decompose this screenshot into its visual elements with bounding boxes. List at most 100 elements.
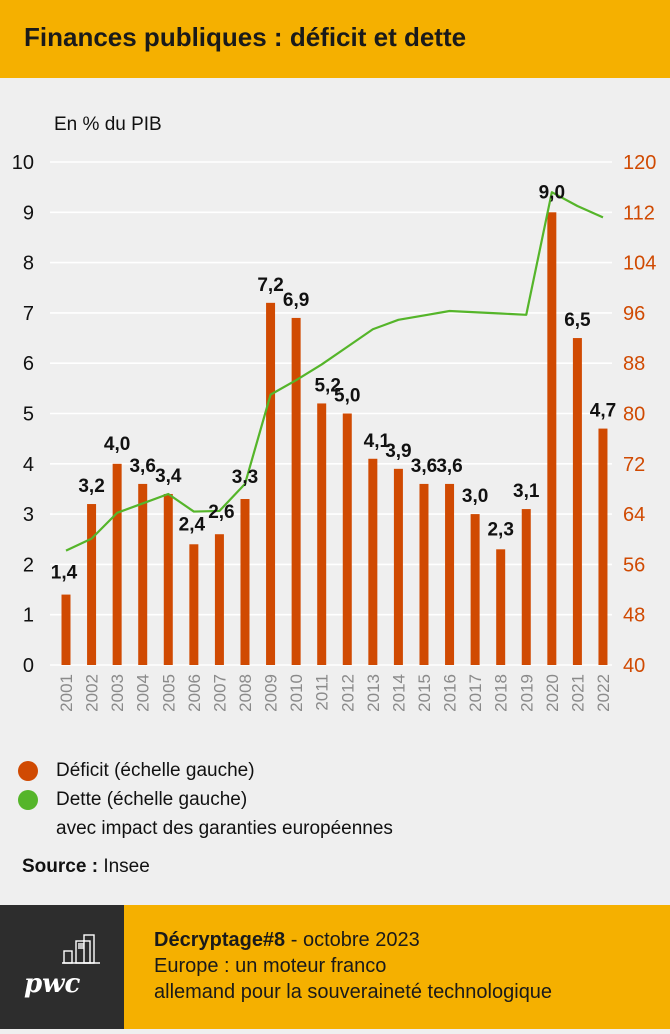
legend-dette-swatch [18, 790, 38, 810]
deficit-bar [291, 317, 301, 665]
x-axis-year-label: 2009 [262, 674, 281, 712]
x-axis-year-label: 2002 [83, 674, 102, 712]
deficit-bar [138, 483, 148, 665]
x-axis-year-label: 2015 [415, 674, 434, 712]
right-axis-tick-label: 120 [623, 152, 656, 174]
deficit-value-label: 3,4 [155, 466, 182, 487]
right-axis-tick-label: 80 [623, 404, 645, 426]
footer-subtitle-line2: allemand pour la souveraineté technologi… [154, 981, 553, 1003]
left-axis-tick-label: 2 [23, 554, 34, 576]
footer-subtitle-line1: Europe : un moteur franco [154, 955, 387, 977]
deficit-value-label: 3,3 [232, 467, 258, 488]
deficit-value-label: 5,0 [334, 386, 360, 407]
deficit-bar [470, 514, 480, 665]
source-line: Source : Insee [22, 856, 150, 878]
deficit-bar [112, 463, 122, 665]
deficit-bar [87, 504, 97, 665]
deficit-bar [240, 499, 250, 665]
left-axis-tick-label: 6 [23, 353, 34, 375]
right-axis-tick-label: 56 [623, 554, 645, 576]
x-axis-year-label: 2006 [185, 674, 204, 712]
chart: En % du PIB01234567891040485664728088961… [12, 114, 657, 712]
deficit-bar [368, 458, 378, 665]
x-axis-year-label: 2003 [108, 674, 127, 712]
deficit-bar [317, 403, 327, 665]
x-axis-year-label: 2014 [389, 674, 408, 712]
legend-deficit-swatch [18, 761, 38, 781]
x-axis-year-label: 2007 [210, 674, 229, 712]
right-axis-tick-label: 96 [623, 303, 645, 325]
deficit-value-label: 6,5 [564, 310, 591, 331]
x-axis-year-label: 2019 [517, 674, 536, 712]
deficit-bar [189, 544, 199, 665]
page-title: Finances publiques : déficit et dette [24, 22, 467, 52]
x-axis-year-label: 2022 [594, 674, 613, 712]
deficit-value-label: 3,6 [436, 456, 462, 477]
left-axis-tick-label: 7 [23, 303, 34, 325]
deficit-bar [445, 483, 455, 665]
deficit-value-label: 3,0 [462, 486, 488, 507]
right-axis-tick-label: 72 [623, 454, 645, 476]
left-axis-tick-label: 3 [23, 504, 34, 526]
dette-line [65, 191, 604, 552]
x-axis-year-label: 2020 [543, 674, 562, 712]
right-axis-tick-label: 88 [623, 353, 645, 375]
deficit-bar [572, 338, 582, 665]
x-axis-year-label: 2004 [134, 674, 153, 712]
chart-unit-label: En % du PIB [54, 114, 162, 135]
deficit-value-label: 3,6 [129, 456, 155, 477]
left-axis-tick-label: 5 [23, 404, 34, 426]
x-axis-year-label: 2012 [338, 674, 357, 712]
deficit-bar [419, 483, 429, 665]
left-axis-tick-label: 8 [23, 253, 34, 275]
deficit-value-label: 3,2 [78, 476, 104, 497]
deficit-bar [393, 468, 403, 665]
deficit-value-label: 3,9 [385, 441, 411, 462]
left-axis-tick-label: 9 [23, 202, 34, 224]
right-axis-tick-label: 104 [623, 253, 656, 275]
right-axis-tick-label: 64 [623, 504, 645, 526]
legend-dette-continuation: avec impact des garanties européennes [56, 818, 393, 839]
deficit-value-label: 2,4 [179, 514, 206, 535]
header-bar: Finances publiques : déficit et dette [0, 0, 670, 78]
deficit-value-label: 1,4 [51, 563, 78, 584]
deficit-value-label: 9,0 [539, 182, 565, 203]
deficit-bar [598, 428, 608, 665]
x-axis-year-label: 2008 [236, 674, 255, 712]
deficit-value-label: 2,6 [208, 502, 234, 523]
x-axis-year-label: 2013 [364, 674, 383, 712]
deficit-value-label: 3,6 [411, 456, 437, 477]
source-value: Insee [103, 856, 150, 877]
deficit-value-label: 5,2 [314, 375, 340, 396]
deficit-bar [496, 549, 506, 665]
deficit-bar [214, 534, 224, 665]
deficit-bar [342, 413, 352, 665]
x-axis-year-label: 2016 [441, 674, 460, 712]
x-axis-year-label: 2010 [287, 674, 306, 712]
deficit-value-label: 7,2 [257, 275, 283, 296]
x-axis-year-label: 2005 [159, 674, 178, 712]
source-label: Source : [22, 856, 99, 877]
deficit-bar [61, 594, 71, 665]
footer-date: - octobre 2023 [285, 929, 420, 951]
footer-info: Décryptage#8 - octobre 2023 Europe : un … [124, 905, 670, 1029]
footer-series-name: Décryptage#8 [154, 929, 286, 951]
x-axis-year-label: 2017 [466, 674, 485, 712]
right-axis-tick-label: 40 [623, 655, 645, 677]
x-axis-year-label: 2018 [492, 674, 511, 712]
footer-title-line: Décryptage#8 - octobre 2023 [154, 929, 420, 952]
legend-deficit-label: Déficit (échelle gauche) [56, 760, 255, 781]
left-axis-tick-label: 4 [23, 454, 34, 476]
pwc-logo-text: pwc [24, 969, 81, 999]
x-axis-year-label: 2001 [57, 674, 76, 712]
deficit-value-label: 2,3 [487, 519, 513, 540]
deficit-bar [521, 509, 531, 665]
deficit-value-label: 4,7 [590, 401, 616, 422]
footer-logo-panel: pwc [0, 905, 124, 1029]
deficit-value-label: 6,9 [283, 290, 309, 311]
left-axis-tick-label: 0 [23, 655, 34, 677]
legend-dette-label: Dette (échelle gauche) [56, 789, 248, 810]
x-axis-year-label: 2021 [568, 674, 587, 712]
deficit-bar [547, 212, 557, 666]
deficit-value-label: 4,0 [104, 434, 130, 455]
